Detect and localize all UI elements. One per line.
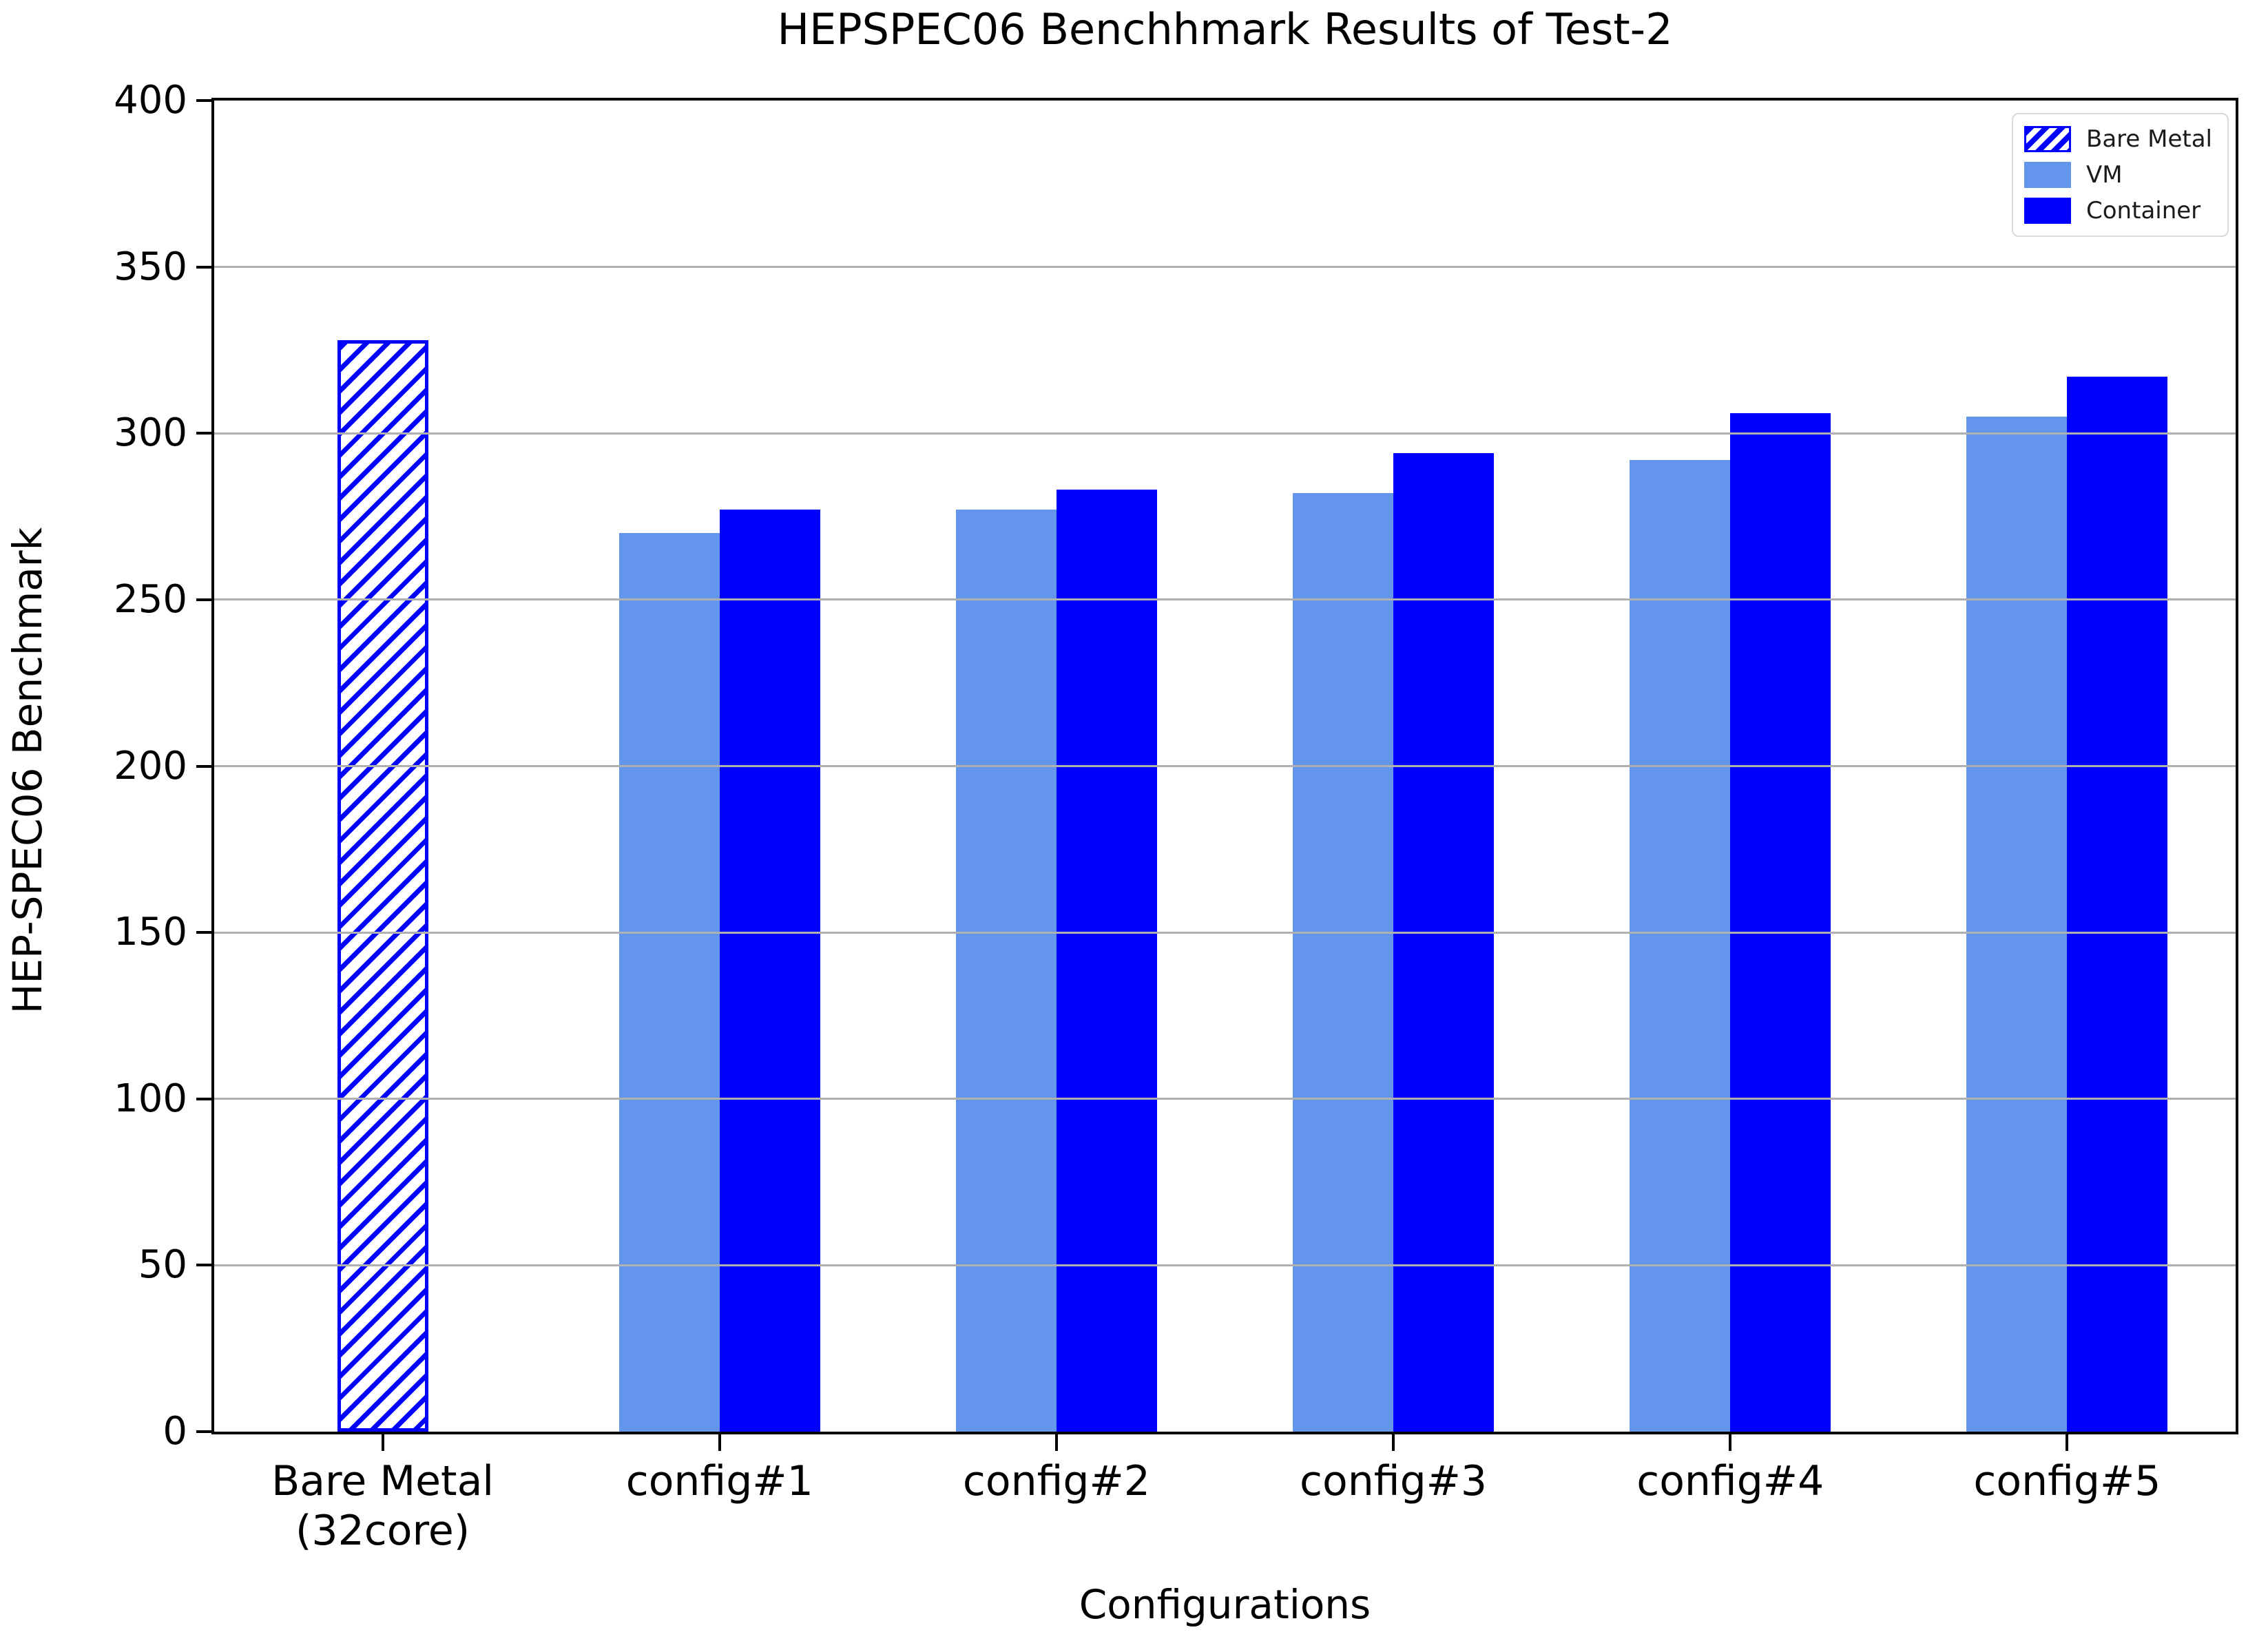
y-tick <box>196 265 211 269</box>
x-tick-label: config#2 <box>962 1457 1150 1505</box>
y-tick <box>196 1264 211 1267</box>
x-tick-label: Bare Metal (32core) <box>271 1457 495 1555</box>
y-tick-label: 300 <box>114 410 187 456</box>
gridline <box>214 266 2236 269</box>
x-tick-label: config#4 <box>1636 1457 1824 1505</box>
chart-title: HEPSPEC06 Benchhmark Results of Test-2 <box>777 4 1673 54</box>
bar-bare-metal <box>337 339 428 1432</box>
bar-container <box>1730 413 1831 1432</box>
y-tick <box>196 598 211 601</box>
y-tick <box>196 764 211 768</box>
gridline <box>214 765 2236 767</box>
vm-swatch-icon <box>2024 162 2072 188</box>
x-tick <box>1729 1434 1732 1451</box>
y-tick-label: 200 <box>114 743 187 788</box>
bar-container <box>2067 377 2168 1432</box>
legend: Bare Metal VM Container <box>2012 113 2229 237</box>
gridline <box>214 1264 2236 1266</box>
x-tick-label: config#3 <box>1300 1457 1488 1505</box>
y-tick <box>196 1430 211 1433</box>
legend-item-bare-metal: Bare Metal <box>2024 125 2212 153</box>
y-tick-label: 50 <box>138 1242 187 1288</box>
y-tick <box>196 99 211 102</box>
x-tick-label: config#5 <box>1973 1457 2161 1505</box>
x-tick <box>718 1434 721 1451</box>
x-tick-label: config#1 <box>625 1457 813 1505</box>
x-axis-label: Configurations <box>1079 1581 1371 1628</box>
y-tick-label: 150 <box>114 910 187 955</box>
bar-vm <box>1293 493 1394 1432</box>
y-tick <box>196 1097 211 1100</box>
gridline <box>214 1098 2236 1100</box>
legend-label: VM <box>2086 161 2123 189</box>
x-tick <box>1054 1434 1058 1451</box>
container-swatch-icon <box>2024 198 2072 224</box>
y-tick-label: 0 <box>163 1409 187 1454</box>
gridline <box>214 598 2236 601</box>
x-tick <box>2066 1434 2069 1451</box>
bar-vm <box>955 510 1057 1432</box>
bar-container <box>719 510 820 1432</box>
legend-item-container: Container <box>2024 197 2212 224</box>
x-tick <box>381 1434 384 1451</box>
y-tick-label: 100 <box>114 1076 187 1121</box>
y-tick-label: 250 <box>114 576 187 622</box>
bar-container <box>1393 453 1495 1432</box>
plot-area: Bare Metal VM Container <box>211 98 2238 1434</box>
legend-label: Container <box>2086 197 2201 224</box>
bar-container <box>1056 490 1157 1432</box>
x-tick <box>1392 1434 1395 1451</box>
y-tick <box>196 432 211 435</box>
bare-metal-swatch-icon <box>2024 126 2072 152</box>
bar-vm <box>1966 417 2068 1432</box>
legend-item-vm: VM <box>2024 161 2212 189</box>
y-tick-label: 350 <box>114 244 187 289</box>
y-tick-label: 400 <box>114 78 187 123</box>
gridline <box>214 432 2236 435</box>
bar-vm <box>618 533 720 1432</box>
bar-vm <box>1630 459 1731 1432</box>
legend-label: Bare Metal <box>2086 125 2212 153</box>
gridline <box>214 931 2236 934</box>
y-tick <box>196 931 211 934</box>
